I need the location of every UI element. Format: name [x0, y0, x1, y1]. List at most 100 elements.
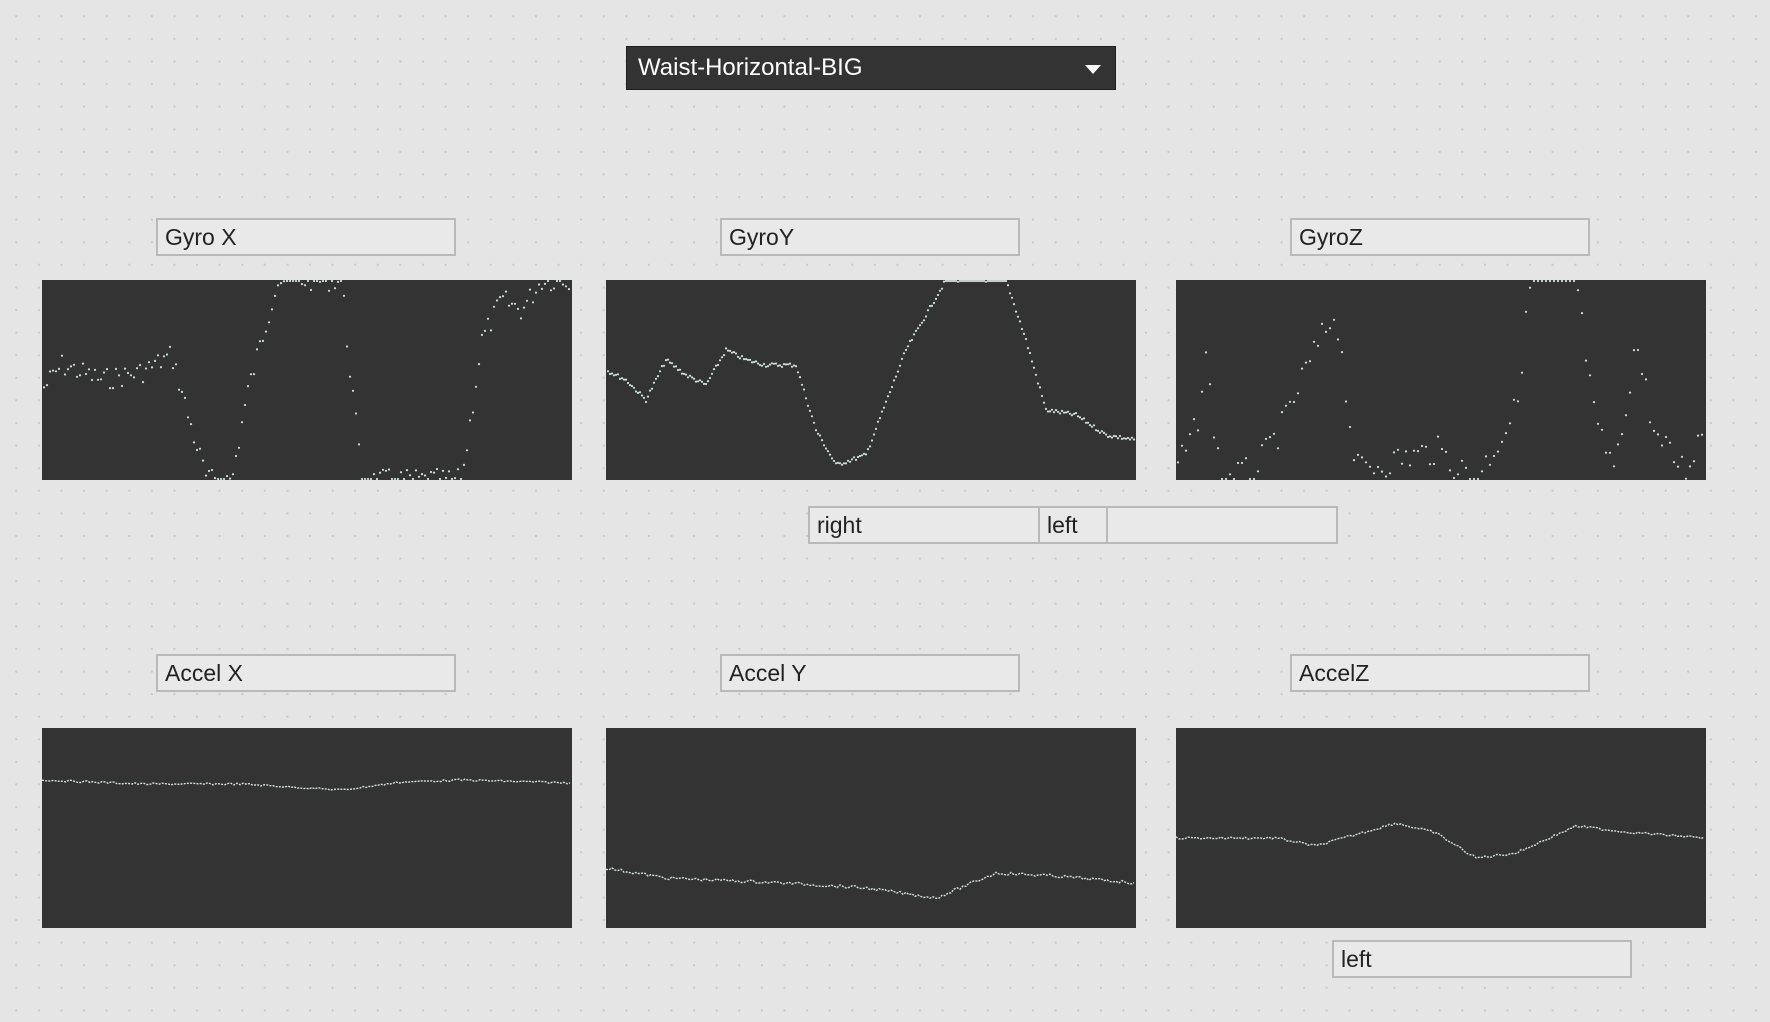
signal-point — [528, 288, 532, 291]
signal-point — [465, 449, 469, 452]
signal-point — [852, 456, 856, 459]
signal-point — [768, 363, 772, 366]
signal-point — [686, 376, 690, 379]
signal-point — [660, 365, 664, 368]
signal-point — [1520, 371, 1524, 374]
accel-y-plot — [606, 728, 1136, 928]
signal-point — [1372, 472, 1376, 475]
signal-point — [1680, 455, 1684, 458]
signal-point — [1664, 435, 1668, 439]
signal-point — [495, 299, 499, 302]
signal-point — [42, 386, 46, 389]
signal-point — [435, 467, 439, 471]
signal-point — [129, 374, 133, 377]
signal-point — [942, 280, 946, 283]
signal-point — [770, 362, 774, 365]
signal-point — [976, 280, 980, 283]
signal-point — [369, 477, 373, 480]
signal-point — [780, 365, 784, 368]
signal-point — [228, 477, 232, 480]
signal-point — [1074, 412, 1078, 415]
signal-point — [348, 375, 352, 378]
signal-point — [1668, 441, 1672, 444]
signal-point — [156, 354, 160, 357]
signal-point — [381, 468, 385, 471]
signal-point — [1364, 461, 1368, 464]
signal-point — [1516, 400, 1520, 403]
signal-point — [357, 443, 361, 446]
signal-point — [1126, 436, 1130, 440]
signal-point — [1324, 330, 1328, 333]
signal-point — [237, 446, 241, 449]
signal-point — [1064, 411, 1068, 414]
signal-point — [438, 477, 442, 480]
signal-point — [1352, 459, 1356, 462]
signal-point — [618, 377, 622, 380]
signal-point — [471, 411, 475, 414]
signal-point — [1260, 444, 1264, 447]
signal-point — [1656, 433, 1660, 436]
signal-point — [1204, 351, 1208, 354]
signal-point — [1632, 349, 1636, 352]
signal-point — [900, 357, 904, 360]
signal-point — [1580, 312, 1584, 315]
signal-point — [888, 391, 892, 394]
signal-point — [680, 372, 684, 375]
signal-point — [1116, 437, 1120, 440]
signal-point — [111, 387, 115, 390]
signal-point — [798, 376, 802, 379]
signal-point — [294, 280, 298, 283]
signal-point — [120, 384, 124, 388]
signal-point — [1320, 322, 1324, 325]
signal-point — [718, 359, 722, 362]
signal-point — [1500, 440, 1504, 443]
signal-point — [776, 364, 780, 367]
signal-point — [69, 365, 73, 368]
signal-point — [1232, 477, 1236, 480]
signal-point — [354, 412, 358, 415]
signal-point — [414, 469, 418, 472]
signal-point — [1444, 450, 1448, 453]
signal-point — [1608, 451, 1612, 454]
signal-point — [1084, 421, 1088, 424]
signal-point — [1012, 303, 1016, 306]
signal-point — [818, 434, 822, 437]
signal-point — [696, 380, 700, 383]
signal-point — [792, 364, 796, 367]
signal-point — [360, 477, 364, 480]
signal-point — [1428, 463, 1432, 466]
signal-point — [1252, 477, 1256, 480]
signal-point — [534, 291, 538, 294]
signal-point — [372, 473, 376, 476]
signal-point — [716, 363, 720, 367]
signal-point — [876, 420, 880, 423]
signal-point — [692, 377, 696, 380]
signal-point — [1524, 310, 1528, 313]
signal-point — [674, 365, 678, 368]
signal-point — [1344, 400, 1348, 403]
signal-point — [153, 359, 157, 362]
signal-point — [1014, 310, 1018, 313]
signal-point — [644, 400, 648, 404]
signal-point — [108, 387, 112, 390]
signal-point — [628, 384, 632, 387]
signal-point — [1228, 473, 1232, 476]
preset-dropdown[interactable]: Waist-Horizontal-BIG — [626, 46, 1116, 90]
signal-point — [750, 361, 754, 364]
signal-point — [1412, 449, 1416, 452]
signal-point — [994, 280, 998, 283]
signal-point — [606, 370, 610, 373]
signal-point — [1540, 280, 1544, 283]
signal-point — [552, 287, 556, 290]
signal-point — [636, 391, 640, 394]
signal-point — [75, 375, 79, 378]
signal-point — [1208, 383, 1212, 386]
signal-point — [1180, 444, 1184, 447]
signal-point — [902, 352, 906, 355]
signal-point — [1004, 280, 1008, 283]
signal-point — [210, 468, 214, 472]
signal-point — [930, 304, 934, 307]
signal-point — [1040, 394, 1044, 398]
signal-point — [758, 363, 762, 367]
signal-point — [962, 280, 966, 283]
